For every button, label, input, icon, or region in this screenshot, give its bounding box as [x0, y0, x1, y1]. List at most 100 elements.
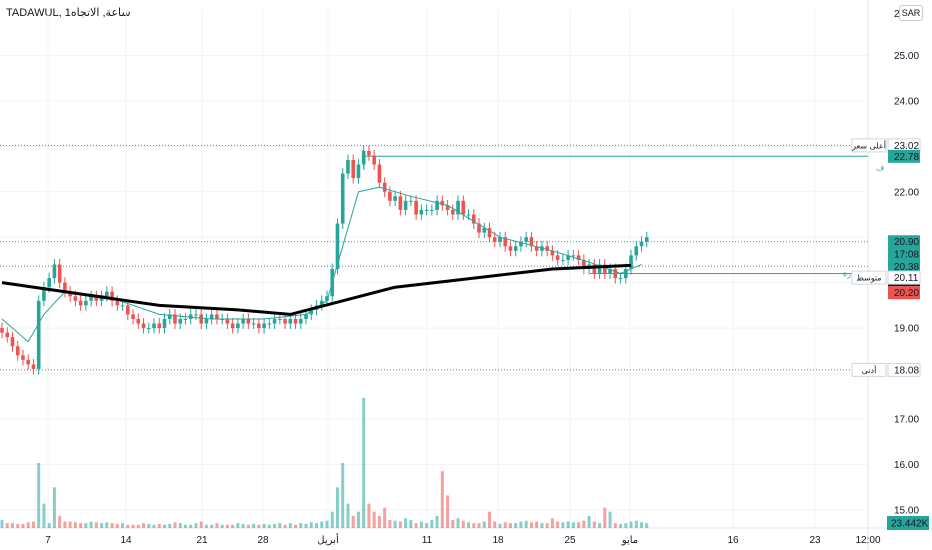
- candle-body: [236, 323, 240, 329]
- candle-body: [597, 264, 602, 274]
- volume-bar: [152, 524, 156, 528]
- currency-button[interactable]: SAR: [899, 5, 923, 21]
- volume-bar: [26, 522, 30, 528]
- volume-bar: [231, 524, 235, 528]
- candle-body: [603, 264, 607, 274]
- volume-bar: [404, 518, 408, 528]
- candle-body: [21, 355, 25, 360]
- volume-bar: [640, 522, 644, 528]
- price-label-value: 18.08: [894, 365, 919, 376]
- candle-body: [393, 196, 397, 201]
- candle-body: [162, 318, 167, 329]
- candle-body: [15, 346, 20, 356]
- candle-body: [529, 237, 534, 247]
- candle-body: [42, 287, 46, 301]
- candle-body: [351, 159, 356, 179]
- candle-body: [178, 318, 183, 324]
- x-tick-label: 18: [492, 535, 504, 546]
- volume-bar: [619, 523, 623, 528]
- volume-bar: [346, 503, 350, 528]
- candle-body: [445, 205, 450, 210]
- volume-bar: [566, 521, 570, 528]
- volume-bar: [377, 515, 381, 528]
- candle-body: [498, 237, 502, 242]
- volume-bar: [68, 521, 72, 528]
- candle-body: [209, 314, 214, 319]
- price-label-value: 20.20: [894, 288, 919, 299]
- volume-bar: [330, 511, 334, 528]
- volume-bar: [451, 519, 455, 528]
- x-tick-label: 28: [257, 535, 269, 546]
- candle-body: [576, 255, 581, 260]
- volume-bar: [393, 520, 397, 528]
- candle-body: [382, 182, 387, 192]
- volume-bar: [456, 518, 460, 528]
- candle-body: [634, 246, 639, 256]
- candle-body: [63, 282, 67, 292]
- price-axis[interactable]: 25.00 24.00 22.00 19.00 17.00 16.00 15.00 2: [894, 9, 919, 516]
- time-axis[interactable]: 7 14 21 28 أبريل 11 18 25 مايو 16 23 12:00: [45, 533, 881, 546]
- candle-body: [110, 291, 114, 301]
- candle-body: [571, 255, 576, 257]
- volume-bar: [440, 471, 444, 528]
- volume-bar: [461, 520, 465, 528]
- volume-bar: [147, 523, 151, 528]
- x-tick-label: 7: [45, 535, 51, 546]
- volume-bar: [267, 524, 271, 528]
- volume-bar: [435, 515, 439, 528]
- volume-bar: [315, 523, 319, 528]
- volume-bar: [157, 523, 161, 528]
- volume-bar: [592, 521, 596, 528]
- price-label-value: 20.90: [894, 237, 919, 248]
- candle-body: [555, 255, 560, 260]
- candle-body: [592, 264, 597, 274]
- candle-body: [513, 246, 518, 251]
- candle-body: [613, 269, 618, 279]
- candle-body: [262, 323, 266, 329]
- x-tick-label: 25: [564, 535, 576, 546]
- candle-body: [194, 314, 198, 316]
- candle-body: [451, 209, 455, 215]
- candle-body: [487, 228, 492, 238]
- x-tick-label: 12:00: [855, 535, 880, 546]
- candle-body: [152, 323, 156, 329]
- volume-bar: [204, 524, 208, 528]
- volume-bar: [645, 523, 649, 528]
- volume-bar: [571, 522, 575, 528]
- volume-bar: [241, 523, 245, 528]
- volume-bar: [136, 524, 140, 528]
- y-tick-label: 24.00: [894, 96, 919, 107]
- candle-body: [283, 318, 287, 324]
- volume-bar: [519, 521, 523, 528]
- volume-bar: [16, 523, 20, 528]
- volume-bar: [73, 522, 77, 528]
- volume-bars: [0, 398, 649, 528]
- volume-bar: [178, 523, 182, 528]
- x-tick-label: 21: [196, 535, 208, 546]
- candle-body: [204, 318, 209, 324]
- y-tick-label: 16.00: [894, 460, 919, 471]
- volume-bar: [131, 524, 135, 528]
- volume-bar: [477, 523, 481, 528]
- exchange-label: الاتجاه: [70, 7, 100, 19]
- candle-body: [309, 309, 314, 315]
- y-tick-label: 15.00: [894, 505, 919, 516]
- volume-bar: [84, 523, 88, 528]
- volume-bar: [121, 523, 125, 528]
- price-label-value: 20.11: [894, 273, 919, 284]
- volume-bar: [508, 523, 512, 528]
- candle-body: [440, 200, 445, 206]
- price-label-box: [888, 260, 920, 274]
- sma-line: [1, 263, 632, 316]
- volume-bar: [173, 522, 177, 528]
- volume-bar: [613, 523, 617, 528]
- volume-bar: [58, 515, 62, 528]
- volume-bar: [52, 487, 56, 528]
- price-label-box: [888, 235, 920, 249]
- candle-body: [492, 237, 497, 242]
- candle-body: [167, 314, 172, 319]
- volume-bar: [79, 523, 83, 528]
- price-label-name-box: [851, 270, 887, 285]
- volume-bar: [419, 521, 423, 528]
